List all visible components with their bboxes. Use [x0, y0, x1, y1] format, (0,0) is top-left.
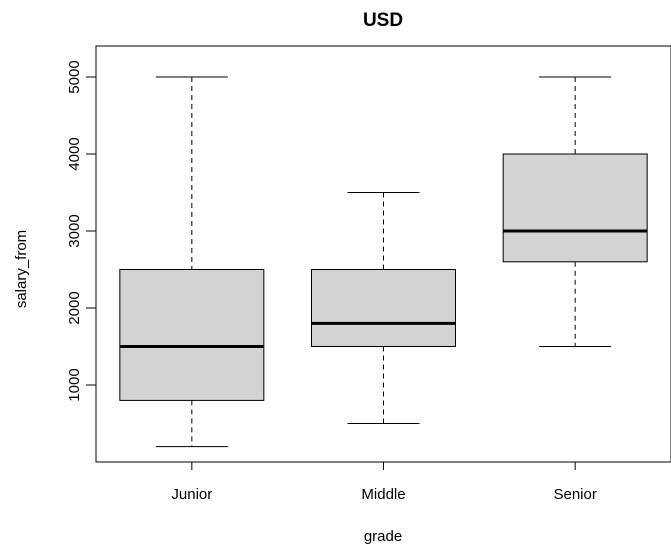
x-tick-label-junior: Junior [171, 486, 212, 503]
y-tick-label-5000: 5000 [66, 60, 83, 93]
y-tick-label-4000: 4000 [66, 137, 83, 170]
x-axis-label: grade [364, 528, 402, 545]
box-middle [311, 269, 456, 347]
y-tick-label-1000: 1000 [66, 368, 83, 401]
box-junior [119, 269, 265, 401]
x-tick-label-middle: Middle [361, 486, 405, 503]
box-senior [502, 153, 648, 263]
y-axis-label: salary_from [13, 230, 30, 308]
chart-title: USD [363, 10, 403, 31]
x-tick-label-senior: Senior [553, 486, 596, 503]
y-tick-label-2000: 2000 [66, 291, 83, 324]
plot-area: 1000 2000 3000 4000 5000 Junior Middle Senior [66, 45, 671, 503]
y-tick-label-3000: 3000 [66, 214, 83, 247]
